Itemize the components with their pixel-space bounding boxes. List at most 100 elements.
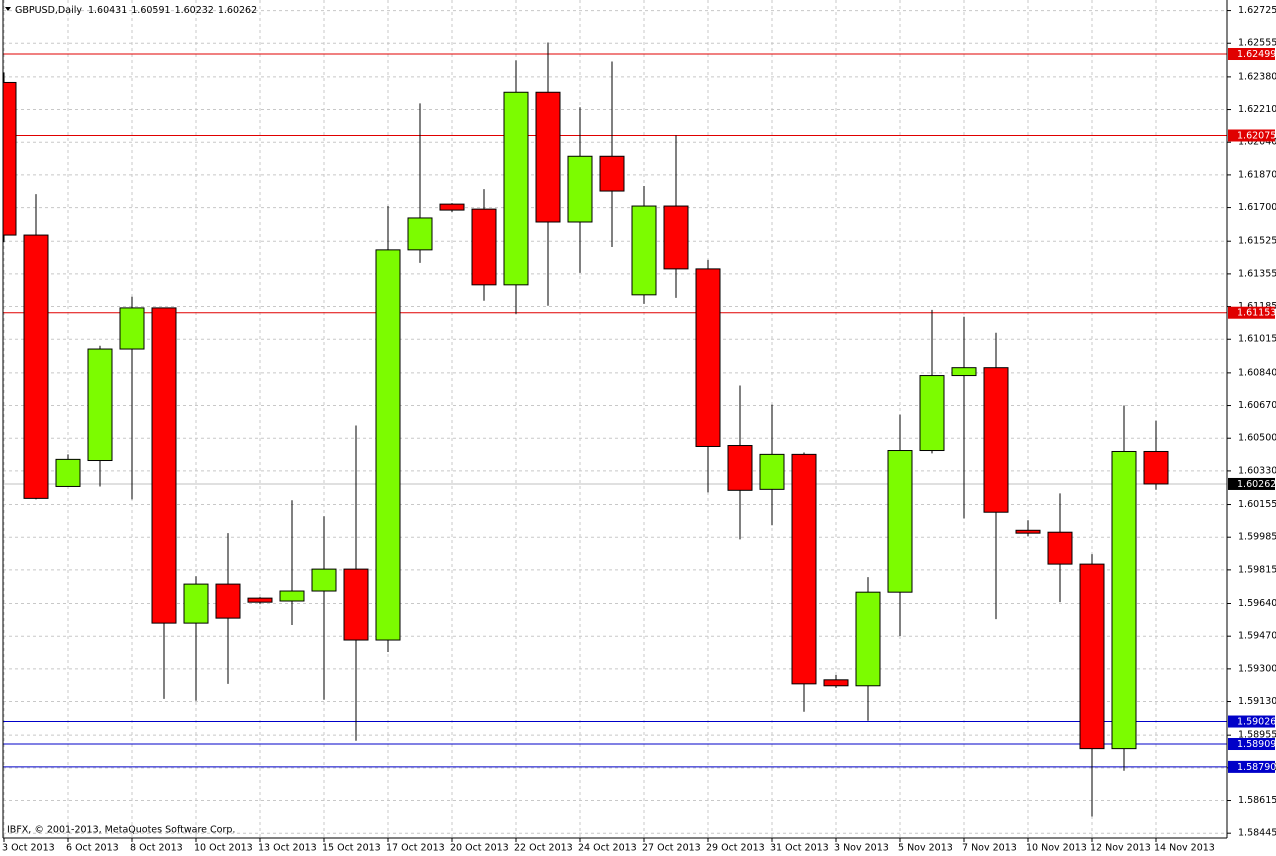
candle-body bbox=[1079, 563, 1105, 750]
candle-body bbox=[823, 679, 849, 687]
y-tick-label: 1.59300 bbox=[1238, 663, 1276, 674]
candle-body bbox=[887, 450, 913, 593]
x-tick-label: 3 Nov 2013 bbox=[834, 843, 889, 854]
y-tick-label: 1.61185 bbox=[1238, 301, 1276, 312]
candle-body bbox=[247, 597, 273, 603]
open-value: 1.60431 bbox=[88, 5, 127, 16]
y-tick-label: 1.59130 bbox=[1238, 696, 1276, 707]
level-box bbox=[1228, 715, 1275, 728]
low-value: 1.60232 bbox=[175, 5, 214, 16]
x-tick-label: 8 Oct 2013 bbox=[130, 843, 183, 854]
candle-body bbox=[855, 591, 881, 687]
x-tick-label: 15 Oct 2013 bbox=[322, 843, 381, 854]
x-tick-label: 3 Oct 2013 bbox=[2, 843, 55, 854]
copyright-note: IBFX, © 2001-2013, MetaQuotes Software C… bbox=[7, 825, 235, 836]
level-box bbox=[1228, 306, 1275, 319]
y-tick-label: 1.61355 bbox=[1238, 268, 1276, 279]
level-label: 1.62075 bbox=[1237, 131, 1276, 142]
x-tick-label: 10 Oct 2013 bbox=[194, 843, 253, 854]
candle-body bbox=[215, 583, 241, 619]
y-tick-label: 1.60500 bbox=[1238, 433, 1276, 444]
y-tick-label: 1.58445 bbox=[1238, 828, 1276, 839]
y-tick-label: 1.62725 bbox=[1238, 5, 1276, 16]
current-price-box bbox=[1228, 477, 1275, 490]
candle-body bbox=[1047, 531, 1073, 565]
candle-body bbox=[343, 568, 369, 641]
candle-body bbox=[695, 268, 721, 447]
candle-body bbox=[311, 568, 337, 592]
candle-body bbox=[599, 155, 625, 192]
x-tick-label: 13 Oct 2013 bbox=[258, 843, 317, 854]
x-tick-label: 10 Nov 2013 bbox=[1026, 843, 1087, 854]
candle-body bbox=[663, 205, 689, 270]
menu-icon[interactable] bbox=[5, 7, 11, 11]
candle-body bbox=[535, 91, 561, 223]
y-tick-label: 1.60840 bbox=[1238, 367, 1276, 378]
y-tick-label: 1.62380 bbox=[1238, 71, 1276, 82]
candle-body bbox=[919, 375, 945, 452]
close-value: 1.60262 bbox=[218, 5, 257, 16]
plot-area bbox=[3, 0, 1227, 838]
candle-body bbox=[439, 203, 465, 211]
candle-body bbox=[759, 453, 785, 490]
candle-body bbox=[631, 205, 657, 296]
level-label: 1.59026 bbox=[1237, 717, 1276, 728]
candle-body bbox=[951, 367, 977, 377]
high-value: 1.60591 bbox=[131, 5, 170, 16]
chart-header: GBPUSD,Daily 1.60431 1.60591 1.60232 1.60262 bbox=[15, 5, 257, 16]
x-tick-label: 17 Oct 2013 bbox=[386, 843, 445, 854]
level-label: 1.58909 bbox=[1237, 739, 1276, 750]
level-box bbox=[1228, 129, 1275, 142]
candle-body bbox=[55, 458, 81, 487]
candle-body bbox=[471, 208, 497, 286]
level-box bbox=[1228, 760, 1275, 773]
x-tick-label: 20 Oct 2013 bbox=[450, 843, 509, 854]
candle-body bbox=[727, 445, 753, 491]
y-tick-label: 1.58615 bbox=[1238, 795, 1276, 806]
y-tick-label: 1.59985 bbox=[1238, 532, 1276, 543]
x-tick-label: 6 Oct 2013 bbox=[66, 843, 119, 854]
current-price-label: 1.60262 bbox=[1237, 479, 1276, 490]
candle-body bbox=[791, 453, 817, 685]
x-tick-label: 5 Nov 2013 bbox=[898, 843, 953, 854]
x-tick-label: 27 Oct 2013 bbox=[642, 843, 701, 854]
x-tick-label: 7 Nov 2013 bbox=[962, 843, 1017, 854]
y-tick-label: 1.62210 bbox=[1238, 104, 1276, 115]
candle-body bbox=[23, 234, 49, 499]
candle-body bbox=[279, 590, 305, 602]
level-box bbox=[1228, 738, 1275, 751]
candle-body bbox=[407, 217, 433, 251]
level-label: 1.62499 bbox=[1237, 49, 1276, 60]
x-tick-label: 31 Oct 2013 bbox=[770, 843, 829, 854]
candle-body bbox=[1015, 529, 1041, 534]
y-tick-label: 1.60155 bbox=[1238, 499, 1276, 510]
y-tick-label: 1.60330 bbox=[1238, 465, 1276, 476]
x-tick-label: 14 Nov 2013 bbox=[1154, 843, 1215, 854]
x-tick-label: 29 Oct 2013 bbox=[706, 843, 765, 854]
candle-body bbox=[1143, 450, 1169, 485]
y-tick-label: 1.61015 bbox=[1238, 334, 1276, 345]
y-tick-label: 1.62040 bbox=[1238, 137, 1276, 148]
level-box bbox=[1228, 48, 1275, 61]
y-tick-label: 1.60670 bbox=[1238, 400, 1276, 411]
y-tick-label: 1.59470 bbox=[1238, 631, 1276, 642]
level-label: 1.58790 bbox=[1237, 762, 1276, 773]
candle-body bbox=[151, 307, 177, 624]
x-tick-label: 24 Oct 2013 bbox=[578, 843, 637, 854]
chart-title: GBPUSD,Daily bbox=[15, 5, 82, 16]
x-tick-label: 22 Oct 2013 bbox=[514, 843, 573, 854]
y-tick-label: 1.61700 bbox=[1238, 202, 1276, 213]
y-tick-label: 1.61870 bbox=[1238, 169, 1276, 180]
x-tick-label: 12 Nov 2013 bbox=[1090, 843, 1151, 854]
candle-body bbox=[1111, 450, 1137, 750]
y-tick-label: 1.61525 bbox=[1238, 236, 1276, 247]
candle-body bbox=[3, 81, 17, 236]
candle-body bbox=[983, 367, 1009, 513]
candle-body bbox=[567, 155, 593, 223]
y-tick-label: 1.59815 bbox=[1238, 564, 1276, 575]
candle-body bbox=[119, 307, 145, 350]
y-tick-label: 1.59640 bbox=[1238, 598, 1276, 609]
candle-body bbox=[183, 583, 209, 624]
